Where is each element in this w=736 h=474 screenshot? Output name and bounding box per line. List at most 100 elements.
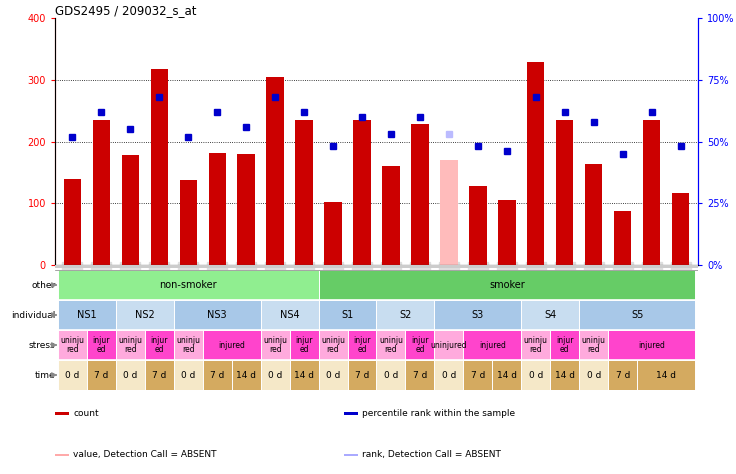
- Bar: [464, 330, 521, 360]
- Bar: [325, 202, 342, 265]
- Bar: [406, 360, 434, 390]
- Bar: [145, 360, 174, 390]
- Bar: [614, 210, 631, 265]
- Bar: [672, 193, 690, 265]
- Bar: [87, 360, 116, 390]
- Bar: [377, 360, 406, 390]
- Text: injur
ed: injur ed: [295, 336, 313, 355]
- Bar: [319, 360, 347, 390]
- Bar: [58, 330, 87, 360]
- Text: NS3: NS3: [208, 310, 227, 320]
- Bar: [469, 186, 486, 265]
- Text: count: count: [73, 409, 99, 418]
- Bar: [498, 200, 515, 265]
- Text: NS4: NS4: [280, 310, 300, 320]
- Text: individual: individual: [11, 310, 55, 319]
- Bar: [289, 330, 319, 360]
- Bar: [347, 330, 377, 360]
- Text: 7 d: 7 d: [94, 371, 108, 380]
- Bar: [527, 63, 545, 265]
- Text: injur
ed: injur ed: [93, 336, 110, 355]
- Text: 14 d: 14 d: [294, 371, 314, 380]
- Bar: [261, 360, 289, 390]
- Bar: [521, 360, 551, 390]
- Bar: [440, 160, 458, 265]
- Text: uninju
red: uninju red: [581, 336, 606, 355]
- Bar: [319, 270, 695, 300]
- Bar: [238, 154, 255, 265]
- Text: injur
ed: injur ed: [556, 336, 573, 355]
- Text: rank, Detection Call = ABSENT: rank, Detection Call = ABSENT: [362, 450, 501, 459]
- Bar: [319, 300, 377, 330]
- Bar: [232, 360, 261, 390]
- Bar: [579, 360, 608, 390]
- Bar: [174, 360, 202, 390]
- Text: NS1: NS1: [77, 310, 96, 320]
- Bar: [492, 360, 521, 390]
- Text: percentile rank within the sample: percentile rank within the sample: [362, 409, 515, 418]
- Bar: [551, 330, 579, 360]
- Bar: [353, 120, 371, 265]
- Text: 14 d: 14 d: [236, 371, 256, 380]
- Text: uninju
red: uninju red: [60, 336, 85, 355]
- Bar: [55, 412, 68, 415]
- Text: 0 d: 0 d: [383, 371, 398, 380]
- Text: uninju
red: uninju red: [176, 336, 200, 355]
- Bar: [344, 412, 358, 415]
- Bar: [464, 360, 492, 390]
- Bar: [579, 330, 608, 360]
- Text: 0 d: 0 d: [326, 371, 340, 380]
- Text: injured: injured: [479, 340, 506, 349]
- Bar: [585, 164, 603, 265]
- Bar: [145, 330, 174, 360]
- Bar: [377, 300, 434, 330]
- Bar: [58, 360, 87, 390]
- Bar: [116, 330, 145, 360]
- Bar: [174, 330, 202, 360]
- Bar: [202, 360, 232, 390]
- Text: value, Detection Call = ABSENT: value, Detection Call = ABSENT: [73, 450, 216, 459]
- Text: uninju
red: uninju red: [379, 336, 403, 355]
- Text: 7 d: 7 d: [615, 371, 630, 380]
- Bar: [116, 300, 174, 330]
- Text: 0 d: 0 d: [442, 371, 456, 380]
- Bar: [116, 360, 145, 390]
- Text: uninju
red: uninju red: [524, 336, 548, 355]
- Bar: [202, 330, 261, 360]
- Bar: [295, 120, 313, 265]
- Text: S2: S2: [399, 310, 411, 320]
- Bar: [608, 360, 637, 390]
- Text: uninju
red: uninju red: [118, 336, 142, 355]
- Bar: [261, 330, 289, 360]
- Text: S1: S1: [342, 310, 354, 320]
- Bar: [637, 360, 695, 390]
- Bar: [434, 300, 521, 330]
- Bar: [434, 360, 464, 390]
- Bar: [382, 166, 400, 265]
- Bar: [521, 330, 551, 360]
- Bar: [289, 360, 319, 390]
- Text: 0 d: 0 d: [181, 371, 196, 380]
- Bar: [434, 330, 464, 360]
- Text: 7 d: 7 d: [210, 371, 224, 380]
- Text: injured: injured: [638, 340, 665, 349]
- Text: 7 d: 7 d: [152, 371, 166, 380]
- Text: 0 d: 0 d: [587, 371, 601, 380]
- Text: other: other: [31, 281, 55, 290]
- Bar: [556, 120, 573, 265]
- Bar: [174, 300, 261, 330]
- Text: 0 d: 0 d: [268, 371, 283, 380]
- Text: uninjured: uninjured: [431, 340, 467, 349]
- Text: 0 d: 0 d: [528, 371, 543, 380]
- Bar: [643, 120, 660, 265]
- Bar: [87, 330, 116, 360]
- Text: 14 d: 14 d: [555, 371, 575, 380]
- Bar: [64, 179, 81, 265]
- Text: S5: S5: [631, 310, 643, 320]
- Text: injur
ed: injur ed: [151, 336, 168, 355]
- Bar: [180, 181, 197, 265]
- Text: S3: S3: [472, 310, 484, 320]
- Text: time: time: [35, 371, 55, 380]
- Text: S4: S4: [544, 310, 556, 320]
- Bar: [319, 330, 347, 360]
